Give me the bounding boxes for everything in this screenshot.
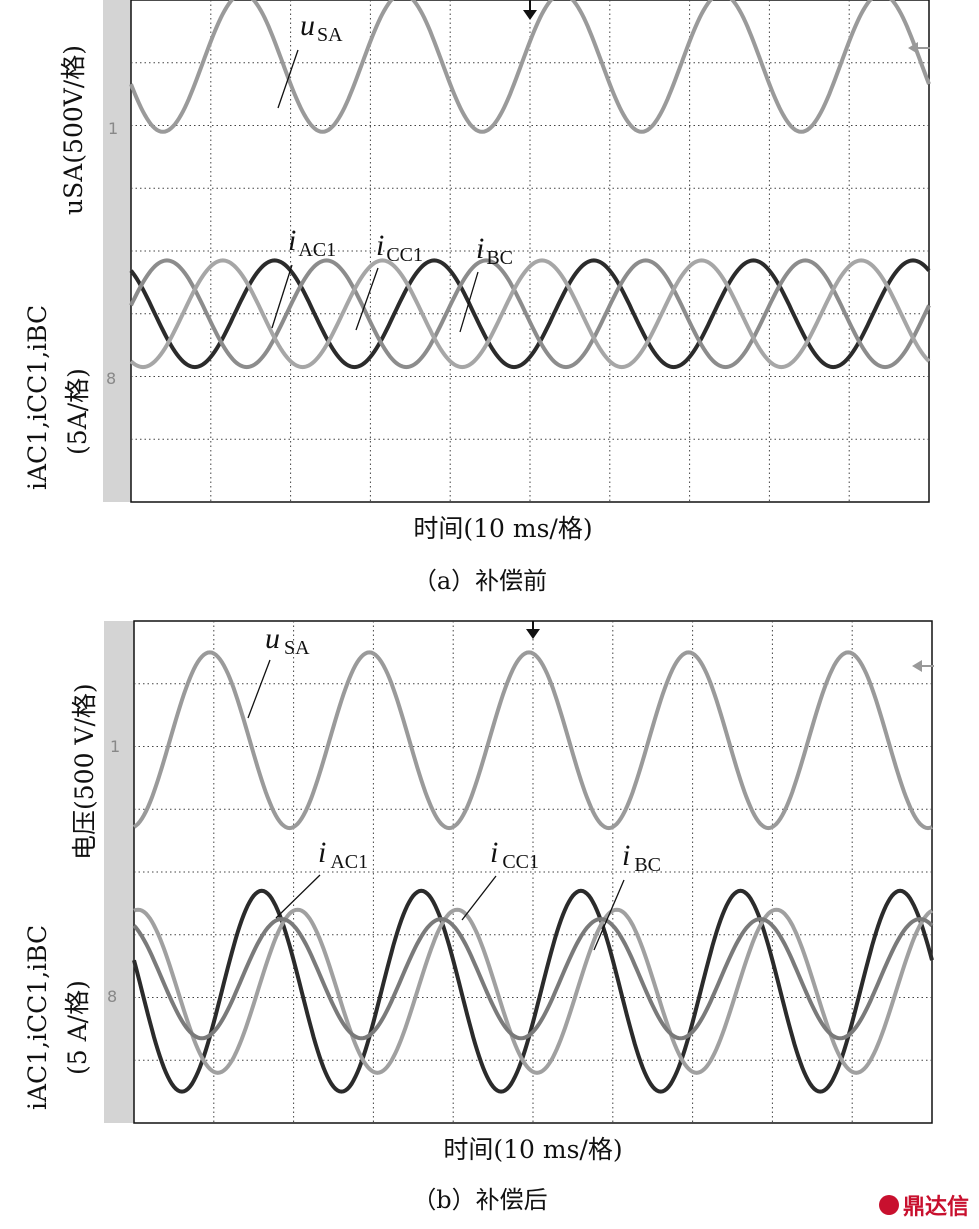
- panel-b-series-ibc: [132, 917, 934, 1041]
- panel-a-ch1-marker: 1: [108, 119, 118, 138]
- panel-a-ylabel-top: uSA(500V/格): [59, 45, 88, 215]
- panel-b-leader-ibc: [593, 879, 625, 951]
- panel-b-label-icc1: i CC1: [490, 836, 539, 873]
- panel-b-label-usa: u SA: [265, 622, 310, 659]
- panel-b-xlabel: 时间(10 ms/格): [443, 1135, 622, 1164]
- panel-b-label-ibc: i BC: [622, 839, 661, 876]
- panel-a-leader-iac1: [271, 264, 293, 329]
- panel-a-leader-usa: [277, 49, 299, 109]
- panel-b-trigger-arrow-icon: [526, 621, 540, 639]
- panel-b-series-icc1: [133, 907, 934, 1075]
- panel-a-trigger-arrow-icon: [523, 0, 537, 20]
- panel-b-left-strip: [104, 621, 134, 1123]
- panel-b-label-iac1: i AC1: [318, 836, 368, 873]
- panel-b-series-usa: [132, 650, 933, 831]
- panel-a-series-icc1: [129, 258, 931, 370]
- panel-b-ylabel-bottom-2: (5 A/格): [63, 980, 92, 1075]
- panel-b-ylabel-top: 电压(500 V/格): [70, 683, 99, 860]
- watermark-logo: 鼎达信: [878, 1189, 969, 1221]
- panel-b-leader-usa: [247, 659, 271, 719]
- panel-a-label-icc1: i CC1: [376, 229, 423, 266]
- panel-b-caption: （b）补偿后: [412, 1186, 547, 1214]
- panel-a-series-usa: [129, 0, 931, 134]
- panel-a-label-ibc: i BC: [476, 232, 513, 269]
- panel-b-ch2-marker: 8: [107, 987, 117, 1006]
- panel-a-series-ibc: [129, 258, 931, 370]
- panel-b-level-arrow-icon: [912, 660, 934, 672]
- panel-b-series: [132, 650, 934, 1094]
- panel-a-leader-ibc: [459, 271, 479, 333]
- panel-b: 1 8 u SA i AC1 i CC1 i BC 电压(500 V/格) iAC1,i…: [23, 620, 934, 1214]
- watermark-text: 鼎达信: [902, 1195, 969, 1220]
- panel-a-ylabel-bottom-1: iAC1,iCC1,iBC: [23, 305, 52, 490]
- panel-a-series: [129, 0, 931, 370]
- panel-b-leader-iac1: [275, 874, 321, 919]
- panel-a-left-strip: [103, 0, 131, 502]
- panel-a-ch2-marker: 8: [106, 369, 116, 388]
- watermark-logo-icon: [878, 1195, 899, 1215]
- panel-a-series-iac1: [129, 258, 931, 370]
- panel-a-level-arrow-icon: [908, 42, 930, 54]
- panel-a-label-iac1: i AC1: [288, 224, 336, 261]
- panel-b-series-iac1: [132, 888, 934, 1094]
- panel-b-leader-icc1: [461, 875, 497, 921]
- panel-a-label-usa: u SA: [300, 9, 343, 46]
- panel-a: 1 8 u SA i AC1 i CC1 i BC uSA(500V/格) iAC1,i…: [23, 0, 931, 595]
- panel-a-ylabel-bottom-2: (5A/格): [63, 368, 92, 455]
- panel-b-ylabel-bottom-1: iAC1,iCC1,iBC: [23, 925, 52, 1110]
- panel-a-leader-icc1: [355, 267, 379, 331]
- panel-a-caption: （a）补偿前: [413, 567, 547, 595]
- panel-a-xlabel: 时间(10 ms/格): [413, 514, 592, 543]
- panel-b-ch1-marker: 1: [110, 737, 120, 756]
- panel-a-plot-area: [130, 0, 930, 503]
